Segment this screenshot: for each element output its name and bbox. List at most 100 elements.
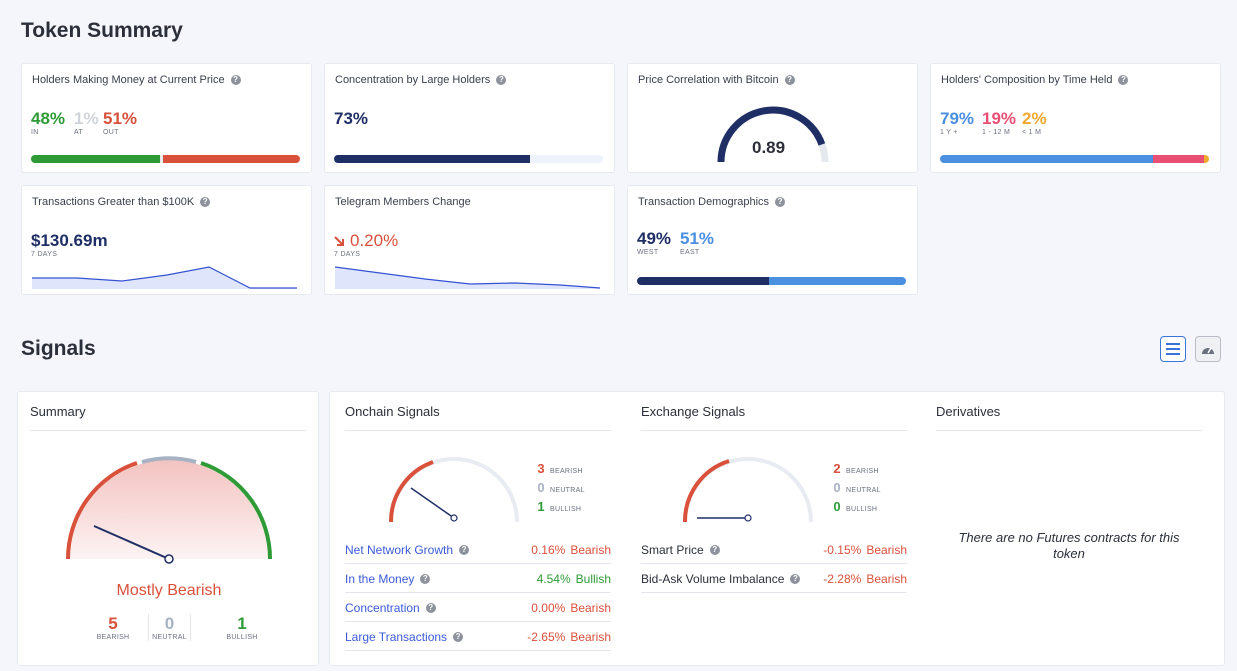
summary-bearish-count: 5 [108,614,118,633]
exchange-gauge-pivot [744,514,752,522]
onchain-row-signal: Bearish [570,600,611,615]
demographics-east-label: EAST [680,249,700,256]
holders-money-title: Holders Making Money at Current Price [32,74,225,86]
exchange-row-smart-price[interactable]: Smart Price? -0.15% Bearish [641,536,907,564]
summary-gauge-bearish-arc [65,461,138,560]
onchain-row-name[interactable]: In the Money [345,571,415,586]
composition-bar-12m [1152,155,1204,163]
composition-1y-value: 79% [940,109,975,128]
gauge-view-button[interactable] [1195,336,1221,362]
onchain-gauge-needle [410,487,455,519]
onchain-neutral-label: NEUTRAL [550,487,585,494]
summary-bullish-label: BULLISH [226,634,258,641]
holders-out-value: 51% [103,109,138,128]
correlation-gauge [717,106,829,163]
trend-down-arrow-icon [334,235,344,246]
price-correlation-card: Price Correlation with Bitcoin ? 0.89 [627,63,918,173]
help-icon[interactable]: ? [420,573,431,584]
price-correlation-title: Price Correlation with Bitcoin [638,74,779,86]
holders-at-label: AT [74,129,84,136]
demographics-west-label: WEST [637,249,659,256]
exchange-neutral-label: NEUTRAL [846,487,881,494]
exchange-row-bid-ask[interactable]: Bid-Ask Volume Imbalance? -2.28% Bearish [641,565,907,593]
help-icon[interactable]: ? [775,197,786,207]
transactions-title: Transactions Greater than $100K [32,196,195,208]
demographics-bar-east [768,277,906,285]
holders-in-label: IN [31,129,39,136]
transactions-value: $130.69m [31,231,108,250]
summary-gauge-neutral-arc [141,456,197,464]
telegram-period: 7 DAYS [334,251,361,258]
help-icon[interactable]: ? [784,75,795,85]
onchain-title: Onchain Signals [345,404,440,419]
onchain-row-concentration[interactable]: Concentration? 0.00% Bearish [345,594,611,622]
demographics-bar [637,277,906,285]
exchange-row-signal: Bearish [866,571,907,586]
signals-title: Signals [21,337,96,360]
composition-1m-value: 2% [1022,109,1047,128]
holders-money-bar [31,155,300,163]
exchange-bearish-count: 2 [833,461,841,476]
help-icon[interactable]: ? [230,75,241,85]
telegram-value: 0.20% [350,231,399,250]
help-icon[interactable]: ? [790,573,801,584]
exchange-neutral-count: 0 [833,480,841,495]
concentration-value: 73% [334,109,369,128]
composition-12m-value: 19% [982,109,1017,128]
onchain-row-value: 0.16% [531,542,566,557]
summary-gauge-pivot [164,554,174,564]
signals-summary-card: Summary Mostly Bearish 5 BEARISH 0 NEUTR… [17,391,319,666]
onchain-row-value: 0.00% [531,600,566,615]
summary-verdict: Mostly Bearish [116,582,222,599]
composition-bar [940,155,1209,163]
telegram-card: Telegram Members Change 0.20% 7 DAYS [324,185,615,295]
gauge-view-icon [1202,347,1214,354]
onchain-row-net-network-growth[interactable]: Net Network Growth? 0.16% Bearish [345,536,611,564]
help-icon[interactable]: ? [709,544,720,555]
onchain-bearish-label: BEARISH [550,468,583,475]
holders-bar-in [31,155,161,163]
exchange-bullish-count: 0 [833,499,841,514]
onchain-row-in-the-money[interactable]: In the Money? 4.54% Bullish [345,565,611,593]
summary-gauge-bullish-arc [200,461,273,560]
onchain-row-name[interactable]: Net Network Growth [345,542,454,557]
concentration-card: Concentration by Large Holders ? 73% [324,63,615,173]
onchain-bearish-count: 3 [537,461,545,476]
onchain-gauge-pivot [450,514,458,522]
signals-detail-card: Onchain Signals 3 BEARISH 0 NEUTRAL 1 BULLI… [329,391,1225,666]
exchange-row-signal: Bearish [866,542,907,557]
list-view-button[interactable] [1160,336,1186,362]
telegram-title: Telegram Members Change [335,196,471,208]
onchain-bullish-count: 1 [537,499,545,514]
exchange-bullish-label: BULLISH [846,506,878,513]
correlation-value: 0.89 [752,138,786,157]
holders-bar-out [162,155,300,163]
exchange-row-name[interactable]: Bid-Ask Volume Imbalance [641,571,785,586]
help-icon[interactable]: ? [453,631,464,642]
onchain-row-large-transactions[interactable]: Large Transactions? -2.65% Bearish [345,623,611,651]
correlation-gauge-fill [717,106,826,163]
onchain-row-signal: Bearish [570,629,611,644]
exchange-row-value: -2.28% [823,571,862,586]
help-icon[interactable]: ? [425,602,436,613]
exchange-row-name[interactable]: Smart Price [641,542,704,557]
summary-neutral-count: 0 [164,614,175,633]
onchain-row-name[interactable]: Concentration [345,600,420,615]
exchange-row-value: -0.15% [823,542,862,557]
onchain-row-value: -2.65% [527,629,566,644]
demographics-title: Transaction Demographics [638,196,770,208]
composition-12m-label: 1 - 12 M [982,129,1011,136]
summary-bullish-count: 1 [237,614,247,633]
demographics-east-value: 51% [680,229,715,248]
concentration-bar [334,155,603,163]
help-icon[interactable]: ? [1118,75,1129,85]
onchain-row-value: 4.54% [536,571,571,586]
summary-neutral-label: NEUTRAL [152,634,187,641]
help-icon[interactable]: ? [200,197,211,207]
help-icon[interactable]: ? [496,75,507,85]
help-icon[interactable]: ? [459,544,470,555]
concentration-title: Concentration by Large Holders [335,74,491,86]
holders-money-card: Holders Making Money at Current Price ? … [21,63,312,173]
summary-gauge [65,456,273,564]
onchain-row-name[interactable]: Large Transactions [345,629,448,644]
